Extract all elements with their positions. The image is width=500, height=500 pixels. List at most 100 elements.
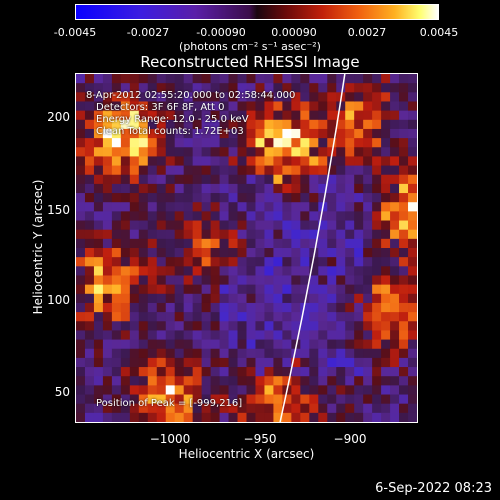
heatmap-cell: [120, 138, 131, 148]
heatmap-cell: [372, 147, 382, 157]
heatmap-cell: [84, 266, 95, 276]
heatmap-cell: [399, 74, 409, 84]
heatmap-cell: [183, 376, 194, 386]
heatmap-cell: [102, 339, 113, 350]
heatmap-cell: [300, 266, 310, 276]
heatmap-cell: [255, 119, 265, 130]
heatmap-cell: [228, 266, 238, 276]
heatmap-cell: [93, 321, 104, 331]
heatmap-cell: [84, 293, 95, 304]
heatmap-cell: [183, 357, 194, 368]
heatmap-cell: [120, 110, 131, 121]
colorbar-tick: -0.0045: [53, 26, 97, 39]
heatmap-cell: [246, 312, 256, 322]
heatmap-cell: [246, 156, 256, 166]
heatmap-cell: [174, 412, 185, 422]
heatmap-cell: [390, 74, 400, 84]
heatmap-cell: [237, 312, 247, 322]
heatmap-cell: [156, 367, 167, 377]
heatmap-cell: [147, 367, 158, 377]
heatmap-cell: [246, 284, 256, 295]
heatmap-cell: [192, 266, 203, 276]
heatmap-cell: [228, 412, 238, 422]
heatmap-cell: [147, 83, 158, 93]
heatmap-cell: [273, 165, 283, 176]
heatmap-cell: [219, 92, 229, 102]
heatmap-cell: [210, 193, 220, 203]
heatmap-cell: [345, 74, 355, 84]
heatmap-cell: [381, 174, 391, 185]
heatmap-cell: [345, 174, 355, 185]
heatmap-cell: [237, 394, 247, 405]
heatmap-cell: [174, 202, 185, 212]
heatmap-cell: [345, 385, 355, 395]
heatmap-cell: [399, 229, 409, 240]
heatmap-cell: [273, 321, 283, 331]
heatmap-cell: [120, 183, 131, 194]
heatmap-cell: [291, 376, 301, 386]
heatmap-cell: [390, 202, 400, 212]
heatmap-cell: [372, 238, 382, 249]
heatmap-cell: [102, 119, 113, 130]
heatmap-cell: [93, 202, 104, 212]
heatmap-cell: [327, 101, 337, 112]
heatmap-cell: [165, 101, 176, 112]
heatmap-cell: [345, 101, 355, 112]
heatmap-cell: [201, 101, 211, 112]
heatmap-cell: [228, 183, 238, 194]
heatmap-cell: [300, 357, 310, 368]
heatmap-cell: [76, 101, 86, 112]
heatmap-cell: [363, 330, 373, 340]
heatmap-cell: [336, 229, 346, 240]
heatmap-cell: [138, 183, 149, 194]
heatmap-cell: [246, 376, 256, 386]
heatmap-cell: [246, 74, 256, 84]
heatmap-cell: [111, 257, 122, 267]
heatmap-cell: [111, 330, 122, 340]
heatmap-cell: [237, 147, 247, 157]
heatmap-cell: [390, 257, 400, 267]
heatmap-cell: [165, 229, 176, 240]
heatmap-cell: [210, 385, 220, 395]
heatmap-cell: [264, 74, 274, 84]
heatmap-cell: [219, 266, 229, 276]
heatmap-cell: [345, 394, 355, 405]
heatmap-cell: [282, 220, 292, 231]
heatmap-cell: [354, 119, 364, 130]
heatmap-cell: [264, 293, 274, 304]
heatmap-cell: [76, 92, 86, 102]
heatmap-cell: [399, 174, 409, 185]
heatmap-cell: [210, 147, 220, 157]
heatmap-cell: [327, 92, 337, 102]
heatmap-cell: [354, 284, 364, 295]
heatmap-cell: [129, 321, 140, 331]
heatmap-cell: [291, 284, 301, 295]
heatmap-cell: [201, 367, 211, 377]
heatmap-cell: [264, 275, 274, 286]
heatmap-cell: [273, 138, 283, 148]
heatmap-cell: [165, 74, 176, 84]
heatmap-cell: [399, 330, 409, 340]
heatmap-cell: [192, 357, 203, 368]
heatmap-cell: [93, 156, 104, 166]
heatmap-cell: [129, 248, 140, 258]
heatmap-cell: [399, 202, 409, 212]
heatmap-cell: [381, 220, 391, 231]
heatmap-cell: [237, 248, 247, 258]
heatmap-cell: [318, 74, 328, 84]
heatmap-cell: [147, 229, 158, 240]
heatmap-cell: [192, 138, 203, 148]
heatmap-cell: [102, 376, 113, 386]
heatmap-cell: [318, 293, 328, 304]
heatmap-cell: [318, 403, 328, 414]
heatmap-cell: [102, 138, 113, 148]
heatmap-cell: [336, 321, 346, 331]
heatmap-cell: [381, 74, 391, 84]
heatmap-cell: [120, 229, 131, 240]
heatmap-cell: [210, 321, 220, 331]
heatmap-cell: [120, 193, 131, 203]
heatmap-cell: [93, 403, 104, 414]
heatmap-cell: [345, 147, 355, 157]
heatmap-cell: [102, 101, 113, 112]
heatmap-cell: [201, 183, 211, 194]
